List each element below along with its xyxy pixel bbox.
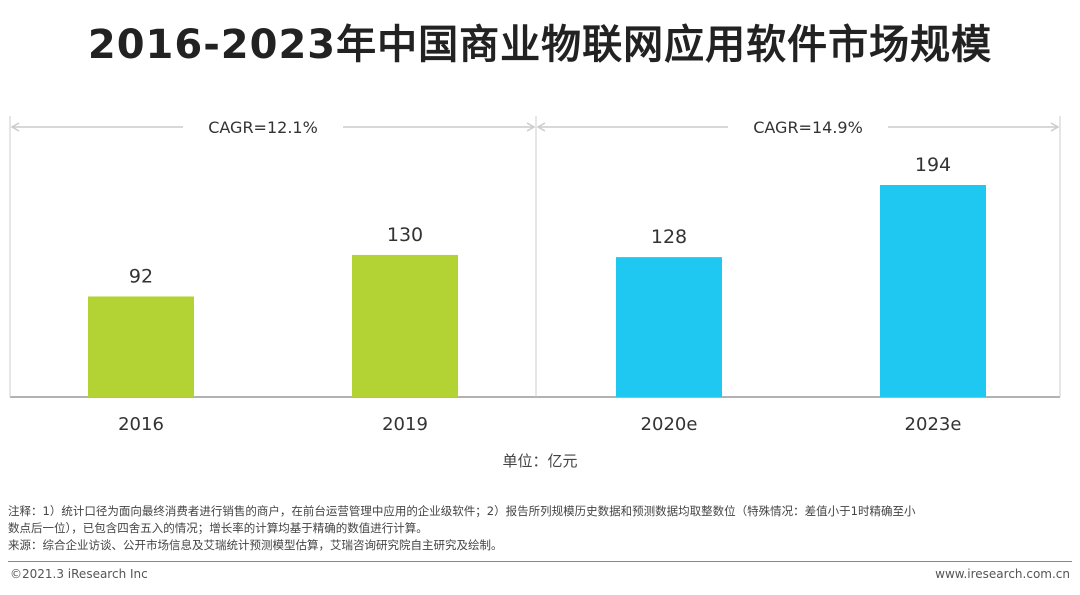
category-label-2023e: 2023e [905, 414, 962, 435]
website-text: www.iresearch.com.cn [935, 567, 1070, 581]
source-line: 来源：综合企业访谈、公开市场信息及艾瑞统计预测模型估算，艾瑞咨询研究院自主研究及… [8, 538, 503, 552]
cagr-arrowhead-right-1 [526, 122, 536, 132]
footnotes: 注释：1）统计口径为面向最终消费者进行销售的商户，在前台运营管理中应用的企业级软… [8, 503, 1072, 554]
bar-2020e [616, 257, 722, 397]
category-label-2020e: 2020e [641, 414, 698, 435]
bar-chart: 92 2016 130 2019 128 2020e 194 2023e CAGR=12.1% C… [9, 116, 1061, 435]
cagr-arrowhead-left-2 [536, 122, 546, 132]
unit-label: 单位：亿元 [502, 452, 578, 470]
category-label-2019: 2019 [382, 414, 428, 435]
data-label-2020e: 128 [651, 226, 687, 248]
note-line-2: 数点后一位），已包含四舍五入的情况；增长率的计算均基于精确的数值进行计算。 [8, 521, 428, 535]
copyright-text: ©2021.3 iResearch Inc [10, 567, 148, 581]
cagr-arrowhead-right-2 [1050, 122, 1060, 132]
bar-2019 [352, 254, 458, 397]
bar-2023e [880, 185, 986, 397]
data-label-2023e: 194 [915, 154, 951, 176]
cagr-label-1: CAGR=12.1% [208, 118, 318, 137]
category-label-2016: 2016 [118, 414, 164, 435]
note-line-1: 注释：1）统计口径为面向最终消费者进行销售的商户，在前台运营管理中应用的企业级软… [8, 504, 916, 518]
data-label-2019: 130 [387, 224, 423, 246]
chart-title: 2016-2023年中国商业物联网应用软件市场规模 [87, 22, 993, 68]
footer-divider [8, 561, 1072, 562]
data-label-2016: 92 [129, 265, 153, 287]
cagr-arrowhead-left-1 [10, 122, 20, 132]
cagr-label-2: CAGR=14.9% [753, 118, 863, 137]
bar-2016 [88, 296, 194, 397]
